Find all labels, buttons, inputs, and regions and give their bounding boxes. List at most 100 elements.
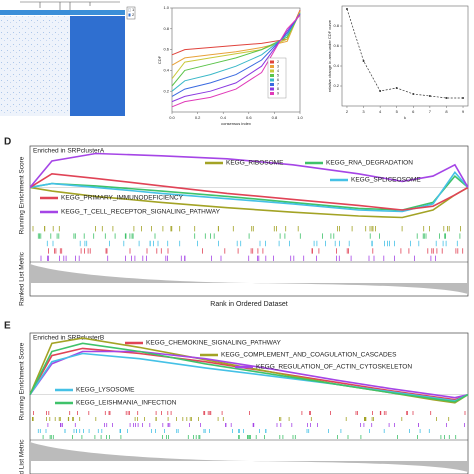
x-tick-label: 6 bbox=[412, 109, 415, 114]
x-tick-label: 7 bbox=[429, 109, 432, 114]
y-axis-label: relative change in area under CDF curve bbox=[327, 19, 332, 92]
legend-label: KEGG_REGULATION_OF_ACTIN_CYTOSKELETON bbox=[256, 364, 412, 371]
legend-label: 9 bbox=[277, 91, 279, 95]
panel-label: D bbox=[4, 137, 11, 148]
legend-label: KEGG_SPLICEOSOME bbox=[351, 177, 421, 184]
series-line bbox=[29, 170, 469, 213]
y-axis-label: CDF bbox=[157, 55, 162, 64]
y-axis-label-2: Ranked List Metric bbox=[19, 251, 26, 306]
hit-strip bbox=[32, 226, 461, 232]
legend-swatch bbox=[270, 87, 274, 91]
plot-title: Enriched in SRPclusterA bbox=[33, 148, 105, 155]
y-tick-label: 0.2 bbox=[333, 83, 339, 88]
x-tick-label: 9 bbox=[462, 109, 465, 114]
x-tick-label: 0.4 bbox=[220, 115, 226, 120]
series-line bbox=[171, 12, 301, 92]
legend-label: KEGG_LEISHMANIA_INFECTION bbox=[76, 400, 177, 407]
hit-strip bbox=[33, 411, 466, 415]
point bbox=[445, 97, 448, 99]
ranked-metric bbox=[30, 442, 468, 472]
legend-swatch bbox=[270, 60, 274, 64]
series-line bbox=[29, 337, 469, 404]
legend-label: 2 bbox=[132, 12, 135, 17]
series-line bbox=[171, 11, 301, 80]
hit-strip bbox=[47, 423, 465, 427]
y-axis-label: Running Enrichment Score bbox=[19, 342, 26, 420]
point bbox=[412, 93, 415, 95]
x-tick-label: 0.8 bbox=[272, 115, 278, 120]
series-line bbox=[171, 10, 301, 66]
legend-label: KEGG_PRIMARY_IMMUNODEFICIENCY bbox=[61, 195, 184, 202]
legend-label: 8 bbox=[277, 87, 279, 91]
panel-label: E bbox=[4, 321, 11, 332]
legend-label: 7 bbox=[277, 82, 279, 86]
hit-strip bbox=[46, 240, 458, 247]
y-tick-label: 0.6 bbox=[163, 47, 169, 52]
legend-label: 3 bbox=[277, 64, 279, 68]
legend-swatch bbox=[128, 13, 131, 17]
legend-swatch bbox=[270, 83, 274, 86]
point bbox=[462, 97, 465, 99]
series-line bbox=[346, 8, 463, 99]
x-tick-label: 3 bbox=[362, 109, 365, 114]
y-axis-label: Running Enrichment Score bbox=[19, 156, 26, 234]
legend-label: KEGG_RIBOSOME bbox=[226, 160, 284, 167]
hit-strip bbox=[42, 435, 457, 439]
y-tick-label: 0.8 bbox=[333, 23, 339, 28]
legend-swatch bbox=[270, 74, 274, 77]
series-line bbox=[171, 13, 301, 97]
x-tick-label: 1.0 bbox=[297, 115, 303, 120]
hit-strip bbox=[48, 248, 464, 254]
plot-frame bbox=[171, 7, 301, 113]
point bbox=[362, 60, 365, 62]
series-line bbox=[29, 342, 469, 403]
legend-swatch bbox=[270, 65, 274, 68]
plot-frame bbox=[29, 332, 469, 474]
series-line bbox=[29, 186, 469, 219]
y-tick-label: 0.4 bbox=[163, 67, 169, 72]
y-tick-label: 0.6 bbox=[333, 43, 339, 48]
point bbox=[395, 87, 398, 89]
point bbox=[345, 8, 348, 10]
legend-swatch bbox=[128, 8, 131, 12]
series-line bbox=[171, 12, 301, 87]
legend-label: 2 bbox=[277, 60, 279, 64]
x-tick-label: 0.0 bbox=[169, 115, 175, 120]
plot-frame bbox=[29, 145, 469, 297]
legend-label: 1 bbox=[132, 7, 135, 12]
x-tick-label: 0.6 bbox=[246, 115, 252, 120]
hit-strip bbox=[32, 417, 450, 421]
legend-label: KEGG_RNA_DEGRADATION bbox=[326, 160, 413, 167]
x-tick-label: 4 bbox=[379, 109, 382, 114]
hit-strip bbox=[37, 429, 430, 433]
heatmap-legend-box bbox=[126, 6, 136, 20]
x-axis-label: k bbox=[404, 115, 406, 120]
legend-label: 4 bbox=[277, 69, 279, 73]
x-axis-label: Rank in Ordered Dataset bbox=[210, 301, 287, 308]
legend-swatch bbox=[270, 92, 274, 95]
legend-label: KEGG_LYSOSOME bbox=[76, 387, 135, 394]
point bbox=[428, 95, 431, 97]
legend-label: 5 bbox=[277, 73, 279, 77]
y-axis-label-2: d List Metric bbox=[19, 439, 26, 474]
legend-label: 6 bbox=[277, 78, 279, 82]
series-line bbox=[29, 172, 469, 211]
legend-swatch bbox=[270, 69, 274, 73]
y-tick-label: 0.2 bbox=[163, 88, 169, 93]
point bbox=[379, 90, 382, 92]
consensus-heatmap bbox=[0, 1, 125, 116]
series-line bbox=[171, 13, 301, 103]
y-tick-label: 0.4 bbox=[333, 63, 339, 68]
x-tick-label: 0.2 bbox=[195, 115, 201, 120]
series-line bbox=[29, 352, 469, 402]
hit-strip bbox=[40, 255, 436, 261]
plot-frame bbox=[341, 5, 469, 107]
legend-label: KEGG_COMPLEMENT_AND_COAGULATION_CASCADES bbox=[221, 352, 397, 359]
hit-strip bbox=[37, 233, 461, 239]
plot-title: Enriched in SRPclusterB bbox=[33, 335, 104, 342]
series-line bbox=[171, 14, 301, 108]
ranked-metric bbox=[30, 264, 468, 294]
x-tick-label: 5 bbox=[396, 109, 399, 114]
legend-label: KEGG_T_CELL_RECEPTOR_SIGNALING_PATHWAY bbox=[61, 209, 221, 216]
